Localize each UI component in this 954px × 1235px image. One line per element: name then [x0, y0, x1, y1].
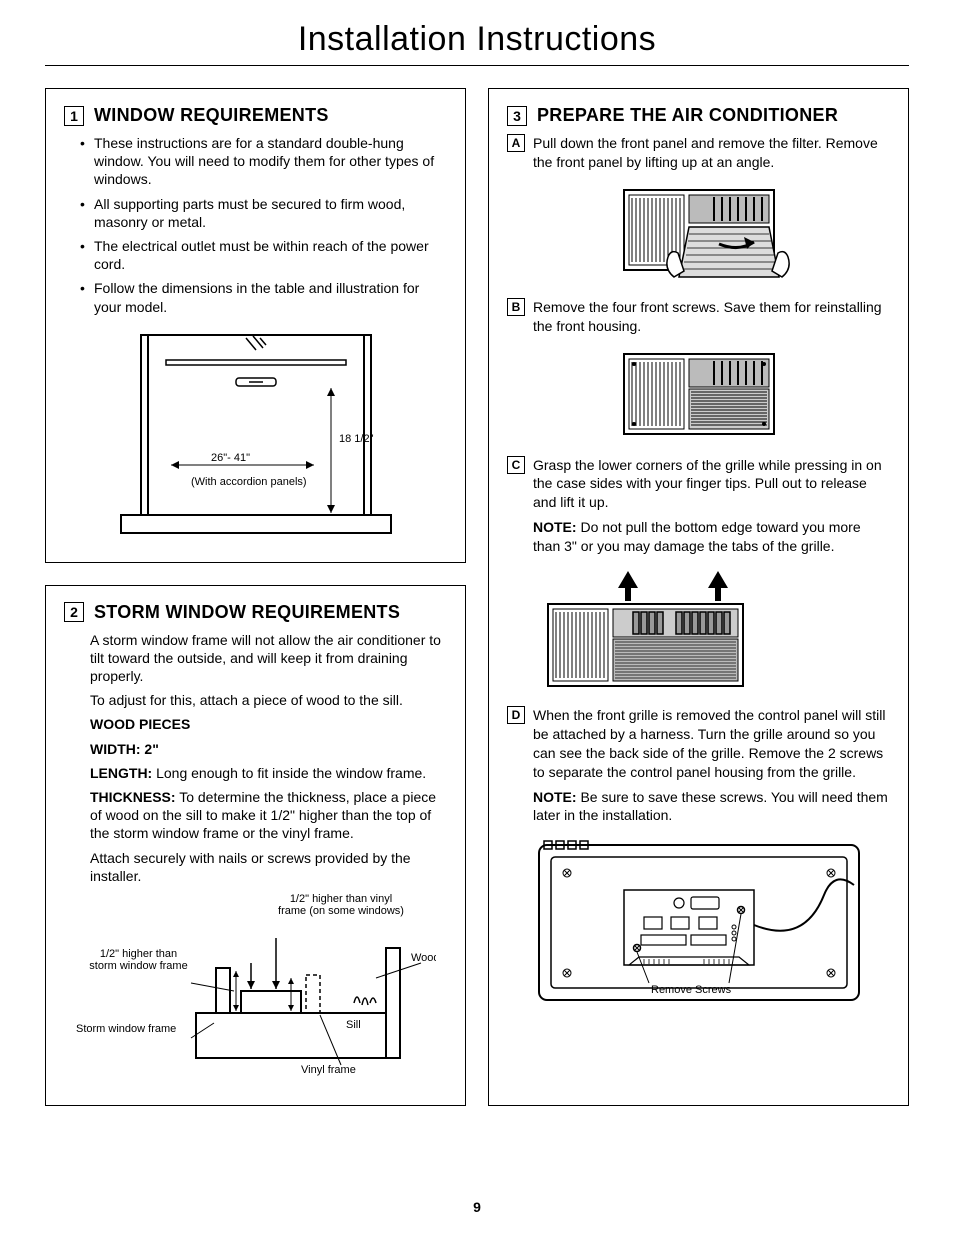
label-sill: Sill — [346, 1019, 361, 1031]
s2-width: WIDTH: 2" — [90, 740, 447, 758]
substep-c-text: Grasp the lower corners of the grille wh… — [533, 456, 890, 513]
s2-p1: A storm window frame will not allow the … — [90, 631, 447, 686]
step-1-number: 1 — [64, 106, 84, 126]
section-prepare-ac: 3 PREPARE THE AIR CONDITIONER A Pull dow… — [488, 88, 909, 1106]
diagram-c — [507, 566, 890, 696]
substep-b: B Remove the four front screws. Save the… — [507, 298, 890, 336]
label-vinyl-frame: Vinyl frame — [301, 1064, 356, 1076]
letter-a: A — [507, 134, 525, 152]
substep-c-note: NOTE: Do not pull the bottom edge toward… — [533, 518, 890, 556]
section-window-requirements: 1 WINDOW REQUIREMENTS These instructions… — [45, 88, 466, 563]
section-1-title: WINDOW REQUIREMENTS — [94, 105, 329, 126]
section-2-body: A storm window frame will not allow the … — [64, 631, 447, 885]
s2-p3: Attach securely with nails or screws pro… — [90, 849, 447, 885]
substep-a: A Pull down the front panel and remove t… — [507, 134, 890, 172]
diagram-d: Remove Screws — [507, 835, 890, 1010]
step-3-number: 3 — [507, 106, 527, 126]
window-diagram: 18 1/2" 26"- 41" (With accordion panels) — [64, 330, 447, 540]
section-3-title: PREPARE THE AIR CONDITIONER — [537, 105, 838, 126]
substep-d: D When the front grille is removed the c… — [507, 706, 890, 825]
substep-b-text: Remove the four front screws. Save them … — [533, 298, 890, 336]
substep-c: C Grasp the lower corners of the grille … — [507, 456, 890, 556]
letter-b: B — [507, 298, 525, 316]
content-columns: 1 WINDOW REQUIREMENTS These instructions… — [45, 88, 909, 1106]
section-1-bullets: These instructions are for a standard do… — [64, 134, 447, 316]
right-column: 3 PREPARE THE AIR CONDITIONER A Pull dow… — [488, 88, 909, 1106]
diagram-a — [507, 182, 890, 292]
s2-wood: WOOD PIECES — [90, 715, 447, 733]
bullet: Follow the dimensions in the table and i… — [94, 279, 447, 315]
bullet: These instructions are for a standard do… — [94, 134, 447, 189]
height-label: 18 1/2" — [339, 433, 374, 445]
remove-screws-label: Remove Screws — [651, 984, 732, 996]
left-column: 1 WINDOW REQUIREMENTS These instructions… — [45, 88, 466, 1106]
s2-thickness: THICKNESS: To determine the thickness, p… — [90, 788, 447, 843]
label-wood: Wood — [411, 952, 436, 964]
page-number: 9 — [0, 1199, 954, 1215]
substep-d-text: When the front grille is removed the con… — [533, 706, 890, 782]
step-2-number: 2 — [64, 602, 84, 622]
label-storm-frame: Storm window frame — [76, 1023, 191, 1035]
substep-a-text: Pull down the front panel and remove the… — [533, 134, 890, 172]
width-caption: (With accordion panels) — [191, 476, 307, 488]
section-storm-window: 2 STORM WINDOW REQUIREMENTS A storm wind… — [45, 585, 466, 1106]
page-title: Installation Instructions — [45, 20, 909, 66]
diagram-b — [507, 346, 890, 446]
s2-p2: To adjust for this, attach a piece of wo… — [90, 691, 447, 709]
substep-d-note: NOTE: Be sure to save these screws. You … — [533, 788, 890, 826]
letter-d: D — [507, 706, 525, 724]
label-vinyl-higher: 1/2" higher than vinyl frame (on some wi… — [276, 893, 406, 917]
letter-c: C — [507, 456, 525, 474]
width-label: 26"- 41" — [211, 452, 250, 464]
bullet: All supporting parts must be secured to … — [94, 195, 447, 231]
section-2-title: STORM WINDOW REQUIREMENTS — [94, 602, 400, 623]
bullet: The electrical outlet must be within rea… — [94, 237, 447, 273]
label-storm-higher: 1/2" higher than storm window frame — [86, 948, 191, 972]
s2-length: LENGTH: Long enough to fit inside the wi… — [90, 764, 447, 782]
storm-window-diagram: 1/2" higher than vinyl frame (on some wi… — [64, 893, 447, 1083]
